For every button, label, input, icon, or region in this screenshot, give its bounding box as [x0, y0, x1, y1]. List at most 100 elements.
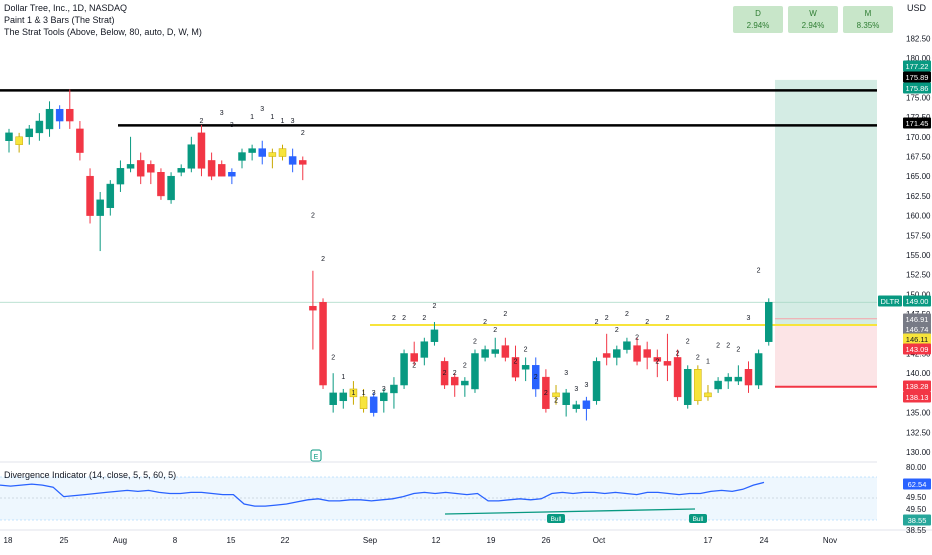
candle [542, 369, 550, 413]
strat-box-monthly-label: M [864, 9, 872, 18]
candle-body [683, 369, 692, 405]
candle-body [299, 160, 307, 165]
candle-body [673, 357, 682, 398]
price-label-bg [903, 380, 931, 392]
price-label-text: 143.09 [906, 345, 929, 354]
y-tick-label: 180.00 [906, 54, 931, 63]
price-label-bg [903, 71, 931, 83]
candle-body [258, 148, 266, 157]
candle-body [55, 108, 64, 122]
x-tick-label: 25 [60, 536, 69, 545]
candle-body [309, 305, 317, 311]
candle [248, 144, 256, 161]
strat-number: 2 [331, 354, 335, 361]
candle [471, 349, 479, 393]
strat-box-daily-value: 2.94% [746, 21, 770, 30]
candle-body [542, 376, 550, 409]
strat-number: 2 [665, 315, 669, 322]
candle [602, 333, 611, 366]
target-zone [775, 79, 877, 326]
candle-body [390, 384, 398, 394]
candle-body [96, 199, 104, 216]
divergence-line [0, 481, 765, 507]
strat-number: 3 [564, 370, 568, 377]
indicator-legend-paint-bars[interactable]: Paint 1 & 3 Bars (The Strat) [4, 15, 115, 25]
price-label: 146.11 [903, 333, 931, 345]
strat-number: 2 [493, 327, 497, 334]
candle-body [572, 404, 581, 409]
indicator-tick-label: 49.50 [906, 493, 927, 502]
candle [86, 168, 94, 224]
candle-body [187, 144, 196, 169]
candle [380, 388, 388, 413]
indicator-value-bg [903, 478, 931, 490]
strat-number: 1 [706, 358, 710, 365]
price-label-text: 146.91 [906, 315, 929, 324]
y-tick-label: 182.50 [906, 34, 931, 43]
price-label-text: 138.13 [906, 393, 929, 402]
candle [491, 337, 499, 358]
divergence-indicator-legend[interactable]: Divergence Indicator (14, close, 5, 5, 6… [4, 470, 177, 480]
candle [288, 148, 297, 173]
chart-title[interactable]: Dollar Tree, Inc., 1D, NASDAQ [4, 3, 128, 13]
candle [278, 144, 287, 161]
candle [501, 337, 510, 362]
candle-body [511, 357, 520, 378]
candle-body [369, 396, 378, 413]
candle-body [714, 380, 722, 390]
price-label-bg [903, 82, 931, 94]
strat-number: 2 [473, 339, 477, 346]
strat-number: 1 [270, 114, 274, 121]
candle [228, 168, 236, 185]
candle [217, 160, 226, 177]
candles [5, 89, 773, 421]
y-tick-label: 155.00 [906, 251, 931, 260]
candle [532, 357, 540, 397]
candle [76, 121, 84, 161]
horizontal-levels [0, 89, 877, 327]
currency-label[interactable]: USD [907, 3, 927, 13]
candle [25, 124, 34, 145]
price-label-text: 175.89 [906, 73, 929, 82]
candle [683, 365, 692, 409]
candle-body [592, 361, 601, 402]
candle [339, 388, 348, 409]
candle-body [694, 369, 702, 402]
y-tick-label: 140.00 [906, 369, 931, 378]
candle-body [471, 353, 479, 390]
candle [329, 373, 337, 413]
candle-body [744, 369, 753, 386]
candle-body [329, 392, 337, 405]
strat-number: 2 [615, 327, 619, 334]
x-tick-label: Nov [823, 536, 837, 545]
strat-number: 3 [372, 390, 376, 397]
time-axis: 18 25 Aug 8 15 22 Sep 12 19 26 Oct 17 24 Nov [4, 536, 838, 545]
candle-body [440, 361, 449, 386]
candle [694, 365, 702, 405]
bull-divergence-line [444, 508, 696, 515]
bull-label-text: Bull [551, 516, 562, 523]
candle-body [76, 128, 84, 153]
candle-body [653, 357, 662, 362]
candle [167, 172, 175, 204]
indicator-legend-strat-tools[interactable]: The Strat Tools (Above, Below, 80, auto,… [4, 27, 202, 37]
strat-number: 1 [351, 390, 355, 397]
price-label: 149.00 [903, 295, 931, 307]
candle-body [552, 392, 560, 398]
price-label-bg [903, 117, 931, 129]
x-tick-label: Oct [593, 536, 606, 545]
candle-body [35, 120, 44, 134]
strat-number: 1 [362, 390, 366, 397]
x-tick-label: 12 [432, 536, 441, 545]
y-tick-label: 175.00 [906, 93, 931, 102]
y-tick-label: 152.50 [906, 271, 931, 280]
bull-label-bg [689, 514, 707, 523]
candle-body [481, 349, 489, 358]
candle [613, 345, 621, 366]
candle-body [217, 164, 226, 177]
candle [714, 377, 722, 393]
strat-number: 3 [382, 386, 386, 393]
strat-number: 2 [595, 319, 599, 326]
